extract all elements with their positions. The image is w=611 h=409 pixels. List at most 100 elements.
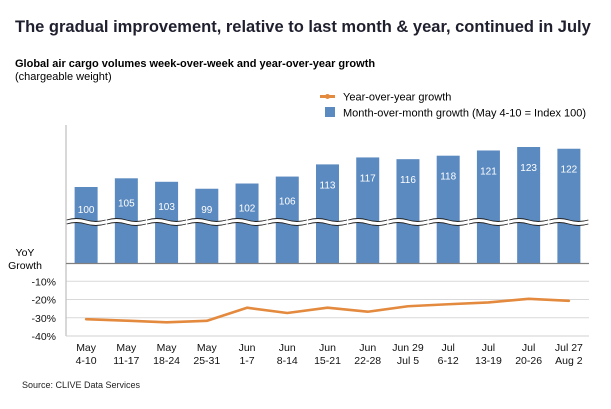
x-tick-labels: May4-10May11-17May18-24May25-31Jun1-7Jun…	[76, 342, 583, 367]
bar	[356, 157, 380, 263]
axis-break-line	[509, 218, 549, 222]
axis-break-gap	[468, 218, 508, 226]
x-tick-label-line1: Jun	[239, 342, 256, 354]
axis-break-line	[267, 218, 307, 222]
axis-break-gap	[227, 218, 267, 226]
axis-break-line	[307, 222, 348, 226]
axis-break-gap	[348, 218, 388, 226]
x-tick-label-line1: May	[116, 342, 137, 354]
x-tick-label-line2: 18-24	[153, 355, 180, 367]
x-tick-label-line2: 25-31	[193, 355, 220, 367]
yoy-line-path	[84, 297, 571, 324]
axis-break-line	[509, 222, 549, 226]
bar	[476, 150, 500, 263]
axis-break-line	[106, 222, 146, 226]
axis-break-gap	[267, 218, 307, 226]
axis-break-gap	[549, 218, 589, 226]
bar-value-label: 121	[480, 166, 497, 177]
bar-value-label: 116	[400, 175, 416, 186]
y-tick-label: -20%	[31, 295, 56, 307]
legend-label-yoy: Year-over-year growth	[343, 92, 451, 104]
bars	[74, 147, 581, 263]
axis-break-line	[146, 218, 187, 222]
axis-breaks	[66, 218, 589, 226]
axis-break-line	[227, 218, 267, 222]
axis-break-line	[187, 222, 227, 226]
axis-break-gap	[187, 218, 227, 226]
axis-break-gap	[106, 218, 146, 226]
bar-value-label: 103	[158, 202, 175, 213]
legend-bar-swatch	[325, 107, 335, 117]
axis-break-line	[348, 218, 388, 222]
x-tick-label-line1: Jun	[359, 342, 376, 354]
x-tick-label-line2: 11-17	[113, 355, 139, 367]
yoy-line	[84, 297, 571, 324]
bar	[195, 188, 219, 263]
bar-value-label: 99	[201, 205, 213, 216]
axis-break-line	[468, 222, 509, 226]
bar-value-label: 123	[520, 163, 537, 174]
x-tick-label-line1: Jul	[522, 342, 535, 354]
axis-break-line	[267, 222, 307, 226]
chart-subtitle-note: (chargeable weight)	[15, 71, 112, 83]
axis-break-gap	[509, 218, 549, 226]
chart-subtitle: Global air cargo volumes week-over-week …	[15, 58, 376, 70]
x-tick-label-line1: Jul 27	[555, 342, 583, 354]
bar-value-label: 117	[360, 173, 376, 184]
axis-break-gap	[388, 218, 428, 226]
x-tick-label-line2: 13-19	[475, 355, 502, 367]
axis-break-line	[66, 222, 106, 226]
x-tick-label-line1: Jun	[279, 342, 296, 354]
x-tick-label-line1: May	[197, 342, 218, 354]
bar	[517, 147, 541, 263]
axis-break-line	[468, 218, 509, 222]
axis-break-line	[388, 218, 428, 222]
yoy-axis-label-line2: Growth	[8, 260, 42, 272]
bar-value-label: 113	[320, 180, 336, 191]
axis-break-line	[388, 222, 428, 226]
yoy-axis-label-line1: YoY	[16, 247, 35, 259]
bar	[396, 159, 420, 263]
bar	[557, 148, 581, 263]
y-tick-label: -40%	[31, 331, 56, 343]
bar	[316, 164, 339, 263]
legend-label-mom: Month-over-month growth (May 4-10 = Inde…	[343, 108, 586, 120]
bar-value-label: 118	[440, 172, 456, 183]
x-tick-label-line1: Jul	[482, 342, 495, 354]
x-tick-label-line2: 8-14	[277, 355, 298, 367]
x-tick-label-line2: Aug 2	[555, 355, 583, 367]
axis-break-line	[146, 222, 187, 226]
x-tick-label-line1: Jun	[319, 342, 336, 354]
x-tick-label-line1: May	[157, 342, 178, 354]
axis-break-gap	[147, 218, 187, 226]
x-tick-label-line2: Jul 5	[397, 355, 419, 367]
x-tick-label-line2: 4-10	[76, 355, 97, 367]
axis-break-line	[348, 222, 388, 226]
x-tick-label-line2: 1-7	[239, 355, 254, 367]
x-tick-label-line2: 15-21	[314, 355, 341, 367]
axis-break-line	[187, 218, 227, 222]
axes	[65, 125, 589, 337]
bar-value-label: 102	[239, 204, 256, 215]
y-tick-label: -30%	[31, 313, 56, 325]
bar-labels: 100 105 103 99 102 106 113 117 116 118 121 123 122	[78, 163, 578, 216]
axis-break-line	[106, 218, 146, 222]
y-tick-labels: -10% -20% -30% -40%	[31, 276, 56, 343]
legend-line-marker	[325, 94, 330, 99]
bar	[74, 187, 98, 263]
bar-value-label: 106	[279, 197, 296, 208]
axis-break-gap	[308, 218, 347, 226]
axis-break-line	[549, 222, 589, 226]
axis-break-line	[549, 218, 589, 222]
bar	[436, 155, 460, 263]
bar-value-label: 122	[561, 165, 578, 176]
x-tick-label-line1: Jul	[441, 342, 454, 354]
x-tick-label-line2: 6-12	[438, 355, 459, 367]
axis-break-line	[227, 222, 267, 226]
page-title: The gradual improvement, relative to las…	[15, 18, 591, 36]
axis-break-gap	[66, 218, 106, 226]
x-tick-label-line1: May	[76, 342, 97, 354]
bar-value-label: 105	[118, 198, 135, 209]
x-tick-label-line2: 22-28	[354, 355, 381, 367]
